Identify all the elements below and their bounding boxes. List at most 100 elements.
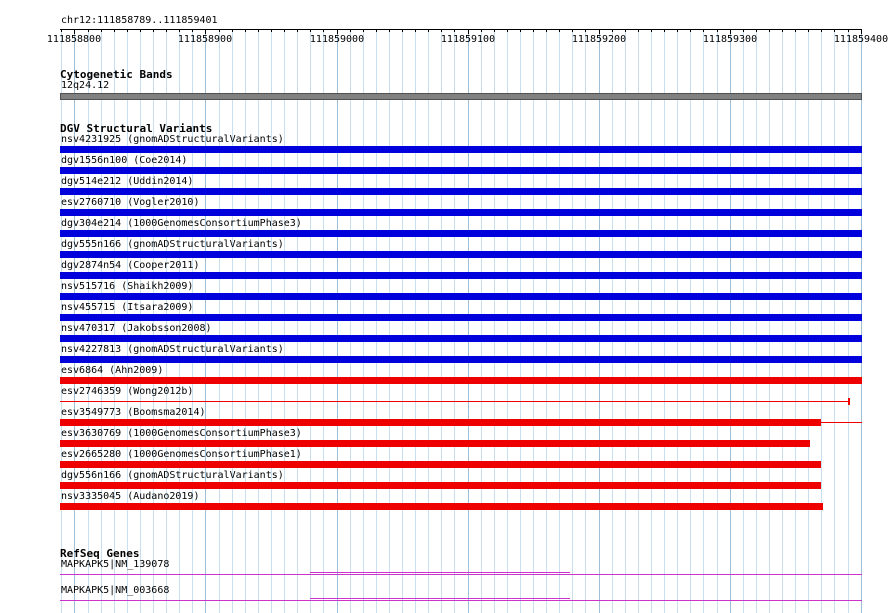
dgv-feature-bar	[60, 272, 862, 279]
ruler-tick-mark	[468, 29, 469, 34]
dgv-feature-bar	[60, 377, 862, 384]
grid-line	[664, 30, 665, 613]
ruler-minor-tick	[834, 29, 835, 32]
dgv-feature-label: dgv556n166 (gnomADStructuralVariants)	[61, 470, 284, 481]
dgv-feature-label: esv3549773 (Boomsma2014)	[61, 407, 206, 418]
dgv-feature-bar	[60, 419, 821, 426]
ruler-minor-tick	[743, 29, 744, 32]
grid-line	[323, 30, 324, 613]
dgv-feature-end-cap	[848, 398, 850, 405]
dgv-feature-label: esv2746359 (Wong2012b)	[61, 386, 194, 397]
ruler-minor-tick	[101, 29, 102, 32]
ruler-minor-tick	[756, 29, 757, 32]
grid-line	[743, 30, 744, 613]
dgv-feature-bar	[60, 461, 821, 468]
grid-line	[533, 30, 534, 613]
dgv-feature-label: dgv304e214 (1000GenomesConsortiumPhase3)	[61, 218, 302, 229]
grid-line	[494, 30, 495, 613]
ruler-minor-tick	[546, 29, 547, 32]
grid-line	[166, 30, 167, 613]
ruler-minor-tick	[454, 29, 455, 32]
dgv-feature-label: esv6864 (Ahn2009)	[61, 365, 164, 376]
ruler-location-label: chr12:111858789..111859401	[61, 15, 218, 26]
grid-line	[363, 30, 364, 613]
cytoband-bar[interactable]	[60, 93, 862, 100]
grid-line	[507, 30, 508, 613]
dgv-feature-label: esv2760710 (Vogler2010)	[61, 197, 200, 208]
grid-line	[205, 30, 206, 613]
dgv-feature-bar	[60, 356, 862, 363]
ruler-minor-tick	[533, 29, 534, 32]
grid-line	[179, 30, 180, 613]
grid-line	[651, 30, 652, 613]
dgv-feature-label: esv3630769 (1000GenomesConsortiumPhase3)	[61, 428, 302, 439]
grid-line	[127, 30, 128, 613]
ruler-minor-tick	[258, 29, 259, 32]
dgv-feature-bar	[60, 251, 862, 258]
dgv-feature-bar	[60, 230, 862, 237]
refseq-gene-label: MAPKAPK5|NM_139078	[61, 559, 170, 570]
grid-line	[677, 30, 678, 613]
grid-line	[769, 30, 770, 613]
grid-line	[428, 30, 429, 613]
grid-line	[337, 30, 338, 613]
ruler-tick-label: 111859400	[833, 34, 889, 45]
ruler-tick-mark	[205, 29, 206, 34]
dgv-feature-label: nsv4231925 (gnomADStructuralVariants)	[61, 134, 284, 145]
grid-line	[756, 30, 757, 613]
grid-line	[546, 30, 547, 613]
grid-line	[795, 30, 796, 613]
grid-line	[61, 30, 62, 613]
ruler-tick-mark	[337, 29, 338, 34]
dgv-feature-bar	[60, 482, 821, 489]
grid-line	[520, 30, 521, 613]
ruler-minor-tick	[61, 29, 62, 32]
refseq-gene-line-raised	[310, 598, 570, 599]
ruler-minor-tick	[245, 29, 246, 32]
grid-line	[690, 30, 691, 613]
ruler-minor-tick	[808, 29, 809, 32]
refseq-gene-line	[60, 574, 862, 575]
ruler-minor-tick	[612, 29, 613, 32]
dgv-feature-label: nsv470317 (Jakobsson2008)	[61, 323, 212, 334]
refseq-gene-label: MAPKAPK5|NM_003668	[61, 585, 170, 596]
dgv-feature-label: nsv3335045 (Audano2019)	[61, 491, 200, 502]
grid-line	[415, 30, 416, 613]
grid-line	[232, 30, 233, 613]
grid-line	[192, 30, 193, 613]
ruler-minor-tick	[717, 29, 718, 32]
ruler-tick-mark	[730, 29, 731, 34]
grid-line	[717, 30, 718, 613]
ruler-minor-tick	[677, 29, 678, 32]
grid-line	[834, 30, 835, 613]
ruler-minor-tick	[638, 29, 639, 32]
ruler-minor-tick	[690, 29, 691, 32]
ruler-minor-tick	[88, 29, 89, 32]
dgv-feature-tail-line	[821, 422, 862, 423]
refseq-track-title: RefSeq Genes	[60, 547, 140, 560]
ruler-minor-tick	[114, 29, 115, 32]
ruler-minor-tick	[625, 29, 626, 32]
ruler-minor-tick	[848, 29, 849, 32]
ruler-minor-tick	[441, 29, 442, 32]
dgv-feature-bar	[60, 440, 810, 447]
grid-line	[271, 30, 272, 613]
grid-line	[284, 30, 285, 613]
grid-line	[153, 30, 154, 613]
dgv-feature-bar	[60, 146, 862, 153]
ruler-tick-label: 111858900	[177, 34, 233, 45]
grid-line	[441, 30, 442, 613]
ruler-minor-tick	[179, 29, 180, 32]
ruler-minor-tick	[481, 29, 482, 32]
grid-line	[572, 30, 573, 613]
grid-line	[350, 30, 351, 613]
grid-line	[245, 30, 246, 613]
dgv-feature-bar	[60, 209, 862, 216]
ruler-minor-tick	[572, 29, 573, 32]
ruler-minor-tick	[559, 29, 560, 32]
ruler-minor-tick	[795, 29, 796, 32]
ruler-minor-tick	[297, 29, 298, 32]
grid-line	[625, 30, 626, 613]
cytoband-label: 12q24.12	[61, 80, 110, 91]
